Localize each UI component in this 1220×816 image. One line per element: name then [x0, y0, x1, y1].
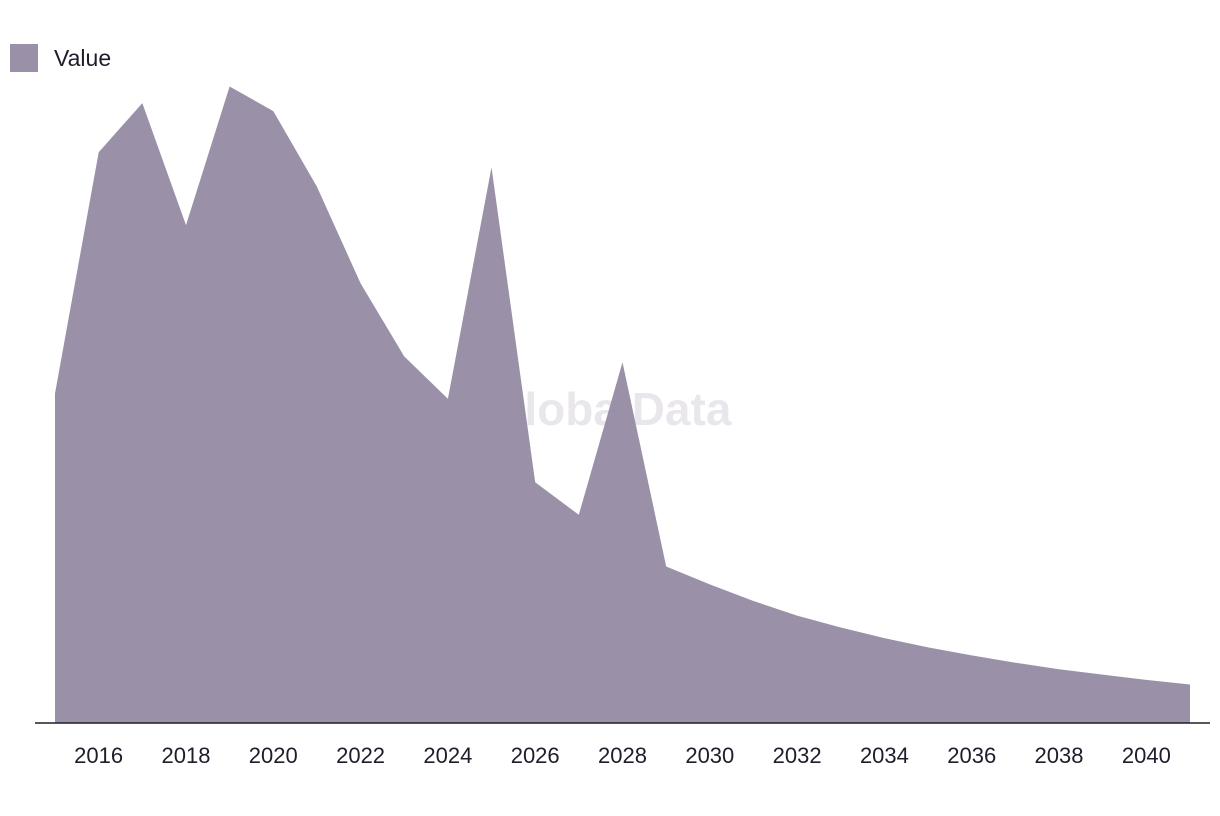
area-series-value [55, 86, 1190, 723]
x-tick-label: 2032 [773, 743, 822, 768]
x-tick-label: 2030 [685, 743, 734, 768]
legend-label: Value [54, 44, 112, 71]
x-tick-label: 2016 [74, 743, 123, 768]
x-tick-label: 2020 [249, 743, 298, 768]
x-tick-label: 2018 [161, 743, 210, 768]
x-tick-label: 2024 [423, 743, 472, 768]
x-axis-ticks: 2016 2018 2020 2022 2024 2026 2028 2030 2032 2034… [74, 743, 1171, 768]
x-tick-label: 2022 [336, 743, 385, 768]
x-tick-label: 2038 [1035, 743, 1084, 768]
x-tick-label: 2034 [860, 743, 909, 768]
area-layer [55, 86, 1190, 723]
x-tick-label: 2026 [511, 743, 560, 768]
legend: Value [10, 44, 111, 72]
x-tick-label: 2028 [598, 743, 647, 768]
x-tick-label: 2036 [947, 743, 996, 768]
x-tick-label: 2040 [1122, 743, 1171, 768]
legend-swatch [10, 44, 38, 72]
